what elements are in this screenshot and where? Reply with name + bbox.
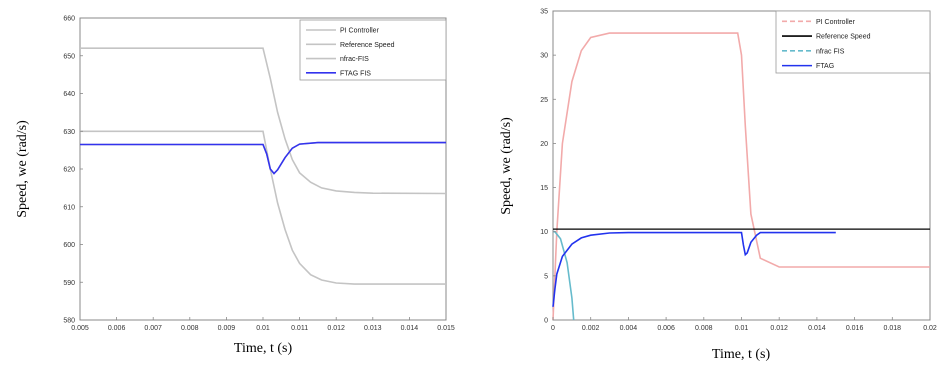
y-tick-label: 590 <box>63 280 75 287</box>
ticks-layer-right: 0 0.002 0.004 0.006 0.008 0.01 0.012 0.014 0.016… <box>540 9 937 333</box>
y-tick-label: 610 <box>63 204 75 211</box>
legend-label: nfrac FIS <box>816 48 845 55</box>
x-tick-label: 0.013 <box>364 325 382 332</box>
speed-chart-left: 0.005 0.006 0.007 0.008 0.009 0.01 0.011 0.012 0… <box>15 16 455 357</box>
x-tick-label: 0.005 <box>71 325 89 332</box>
x-tick-label: 0.01 <box>256 325 270 332</box>
y-tick-label: 25 <box>540 97 548 104</box>
y-tick-label: 10 <box>540 229 548 236</box>
legend-label: PI Controller <box>816 19 856 26</box>
legend-left: PI Controller Reference Speed nfrac-FIS FTA… <box>299 19 447 81</box>
x-axis-label-right: Time, t (s) <box>712 347 771 362</box>
x-tick-label: 0.008 <box>181 325 199 332</box>
series-line-left-3 <box>80 141 446 175</box>
y-tick-label: 0 <box>544 318 548 325</box>
legend-box <box>299 19 447 81</box>
x-tick-label: 0.01 <box>735 325 749 332</box>
legend-label: FTAG <box>816 63 834 70</box>
y-tick-label: 20 <box>540 141 548 148</box>
y-tick-label: 35 <box>540 9 548 16</box>
y-tick-label: 630 <box>63 129 75 136</box>
y-tick-label: 640 <box>63 91 75 98</box>
series-line-right-0 <box>552 32 930 321</box>
x-axis-label-left: Time, t (s) <box>234 341 293 356</box>
x-tick-label: 0.02 <box>923 325 937 332</box>
x-tick-label: 0.012 <box>770 325 788 332</box>
speed-chart-right: 0 0.002 0.004 0.006 0.008 0.01 0.012 0.014 0.016… <box>499 9 937 363</box>
y-tick-label: 600 <box>63 242 75 249</box>
series-layer-right <box>552 32 930 321</box>
series-line-left-0 <box>80 47 447 195</box>
x-tick-label: 0 <box>551 325 555 332</box>
legend-right: PI Controller Reference Speed nfrac FIS FTA… <box>775 10 931 74</box>
y-tick-label: 660 <box>63 16 75 23</box>
x-tick-label: 0.015 <box>437 325 455 332</box>
legend-label: FTAG FIS <box>340 70 371 77</box>
x-tick-label: 0.008 <box>695 325 713 332</box>
ticks-layer-left: 0.005 0.006 0.007 0.008 0.009 0.01 0.011 0.012 0… <box>63 16 455 333</box>
y-tick-label: 15 <box>540 185 548 192</box>
x-tick-label: 0.018 <box>884 325 902 332</box>
y-axis-label-right: Speed, we (rad/s) <box>499 117 514 215</box>
x-tick-label: 0.007 <box>144 325 162 332</box>
legend-label: PI Controller <box>340 28 380 35</box>
x-tick-label: 0.006 <box>657 325 675 332</box>
x-tick-label: 0.012 <box>327 325 345 332</box>
x-tick-label: 0.011 <box>291 325 308 332</box>
x-tick-label: 0.006 <box>108 325 126 332</box>
y-axis-label-left: Speed, we (rad/s) <box>15 120 30 218</box>
x-tick-label: 0.002 <box>582 325 600 332</box>
series-line-right-3 <box>552 231 836 307</box>
y-tick-label: 5 <box>544 273 548 280</box>
legend-label: Reference Speed <box>816 34 871 41</box>
legend-label: Reference Speed <box>340 42 395 49</box>
x-tick-label: 0.014 <box>808 325 826 332</box>
legend-label: nfrac-FIS <box>340 56 369 63</box>
x-tick-label: 0.009 <box>218 325 236 332</box>
y-tick-label: 580 <box>63 318 75 325</box>
x-tick-label: 0.016 <box>846 325 864 332</box>
y-tick-label: 30 <box>540 53 548 60</box>
x-tick-label: 0.004 <box>620 325 638 332</box>
x-tick-label: 0.014 <box>401 325 419 332</box>
y-tick-label: 650 <box>63 53 75 60</box>
y-tick-label: 620 <box>63 167 75 174</box>
series-layer-left <box>80 47 447 285</box>
